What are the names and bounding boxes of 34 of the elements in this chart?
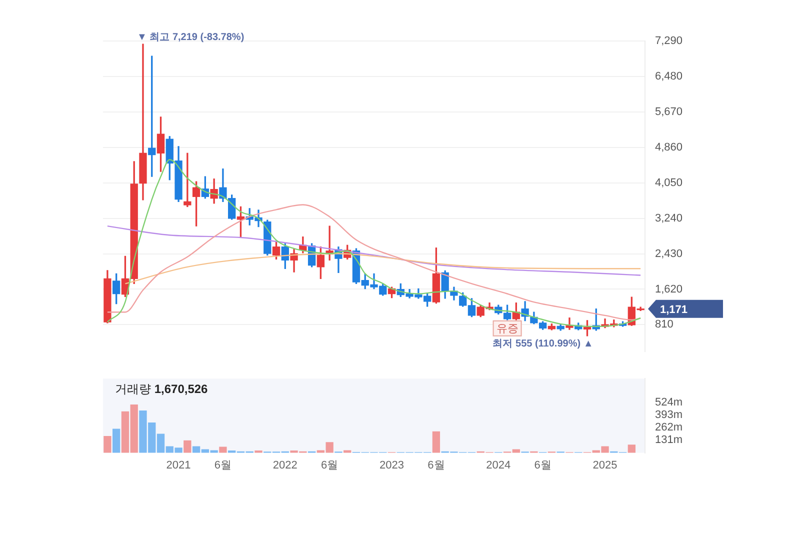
y-tick-label: 262m	[655, 422, 683, 434]
y-tick-label: 4,050	[655, 176, 683, 189]
x-tick-label: 6월	[428, 459, 445, 472]
x-tick-label: 6월	[534, 459, 552, 472]
y-tick-label: 6,480	[655, 70, 683, 82]
bar	[219, 446, 227, 453]
annotation: 1,171	[660, 304, 688, 316]
bar	[112, 428, 120, 453]
bar	[184, 440, 192, 453]
y-tick-label: 810	[655, 318, 674, 331]
x-tick-label: 2023	[380, 459, 404, 472]
y-tick-label: 5,670	[655, 106, 683, 118]
annotation: 유증	[496, 322, 518, 335]
bar	[432, 431, 440, 453]
x-tick-label: 2024	[486, 459, 511, 472]
bar	[628, 444, 636, 453]
annotation: 최저 555 (110.99%) ▲	[492, 338, 594, 350]
annotation: ▼ 최고 7,219 (-83.78%)	[136, 32, 244, 43]
x-tick-label: 6월	[321, 459, 338, 472]
x-tick-label: 2025	[592, 459, 618, 472]
y-tick-label: 2,430	[655, 248, 683, 260]
y-tick-label: 393m	[655, 408, 683, 421]
x-tick-label: 6월	[214, 459, 232, 472]
y-tick-label: 4,860	[655, 141, 683, 154]
y-tick-label: 1,620	[655, 283, 683, 296]
annotation: 거래량 1,670,526	[115, 382, 208, 396]
y-tick-label: 7,290	[655, 35, 683, 48]
x-tick-label: 2021	[166, 459, 191, 472]
line-series	[106, 225, 642, 276]
x-tick-label: 2022	[272, 459, 298, 472]
y-tick-label: 524m	[655, 396, 683, 408]
y-tick-label: 3,240	[655, 212, 683, 224]
bar	[104, 436, 112, 453]
y-tick-label: 131m	[655, 434, 683, 446]
